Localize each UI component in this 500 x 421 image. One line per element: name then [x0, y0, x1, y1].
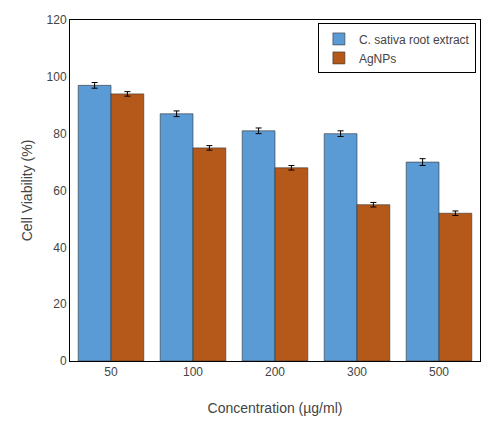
svg-text:0: 0	[60, 354, 67, 368]
svg-text:Concentration (µg/ml): Concentration (µg/ml)	[208, 400, 343, 416]
svg-text:20: 20	[53, 297, 67, 311]
svg-text:40: 40	[53, 241, 67, 255]
svg-text:300: 300	[347, 365, 367, 379]
svg-text:Cell Viability (%): Cell Viability (%)	[19, 140, 35, 242]
svg-text:50: 50	[104, 365, 118, 379]
svg-text:120: 120	[47, 13, 67, 27]
svg-text:500: 500	[429, 365, 449, 379]
svg-text:100: 100	[47, 70, 67, 84]
svg-text:200: 200	[265, 365, 285, 379]
svg-text:60: 60	[53, 184, 67, 198]
svg-text:AgNPs: AgNPs	[359, 52, 396, 66]
svg-text:C. sativa root extract: C. sativa root extract	[359, 33, 470, 47]
svg-text:100: 100	[183, 365, 203, 379]
svg-text:80: 80	[53, 127, 67, 141]
